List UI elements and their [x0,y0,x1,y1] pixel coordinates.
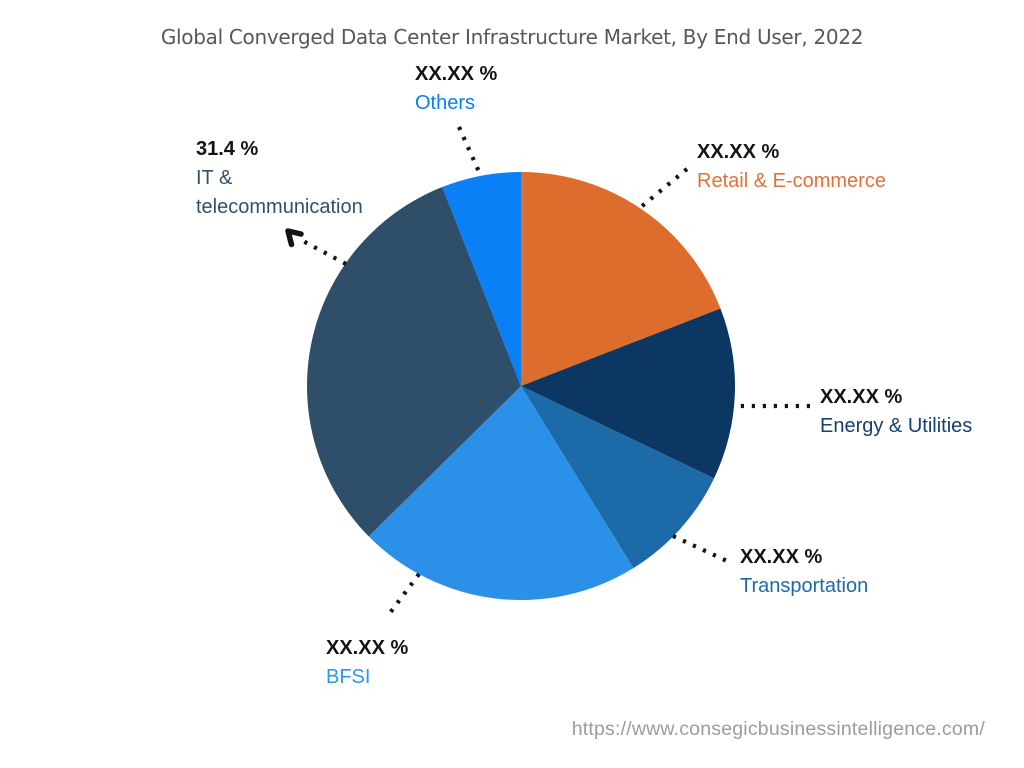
leader-line-bfsi [388,572,421,615]
energy-percent: XX.XX % [820,386,903,408]
retail-name: Retail & E-commerce [697,170,886,192]
label-energy-utilities: XX.XX % Energy & Utilities [820,383,972,441]
pie-slice-bfsi [368,386,634,601]
energy-name: Energy & Utilities [820,415,973,437]
pie-slice-energy-utilities [521,308,735,479]
it-percent: 31.4 % [196,138,259,160]
leader-line-transportation [672,534,728,563]
bfsi-percent: XX.XX % [326,637,409,659]
source-url: https://www.consegicbusinessintelligence… [571,718,985,740]
pie-slice-transportation [521,386,715,569]
it-name: IT & telecommunication [196,167,363,218]
others-percent: XX.XX % [415,63,498,85]
leader-line-retail [639,167,689,209]
arrowhead-it-icon [285,228,304,248]
others-name: Others [415,92,476,114]
chart-title: Global Converged Data Center Infrastruct… [160,25,864,49]
retail-percent: XX.XX % [697,141,780,163]
leader-line-it [302,239,347,266]
label-others: XX.XX % Others [415,60,497,118]
transportation-percent: XX.XX % [740,546,823,568]
leader-lines [302,126,810,615]
label-bfsi: XX.XX % BFSI [326,634,408,692]
pie-slice-retail-e-commerce [521,172,721,386]
transportation-name: Transportation [740,575,869,597]
pie-slice-it-telecommunication [306,187,521,537]
label-transportation: XX.XX % Transportation [740,543,868,601]
pie-slices [306,172,735,601]
label-it-telecommunication: 31.4 % IT & telecommunication [196,135,382,222]
bfsi-name: BFSI [326,666,371,688]
label-retail-e-commerce: XX.XX % Retail & E-commerce [697,138,886,196]
pie-slice-others [442,172,521,386]
leader-line-others [457,126,482,175]
